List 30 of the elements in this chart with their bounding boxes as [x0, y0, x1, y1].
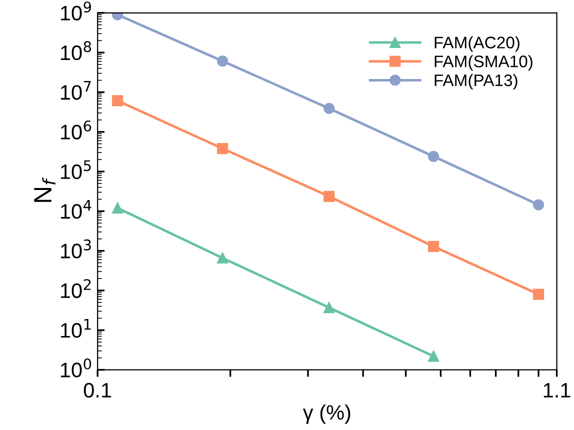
y-tick-label: 10$^{9}$: [60, 1, 92, 20]
y-tick-label: 10$^{6}$: [60, 120, 92, 140]
point: [216, 56, 228, 67]
legend-label: FAM(PA13): [434, 74, 518, 90]
y-tick-label: 10$^{2}$: [60, 279, 91, 298]
y-tick-label: 10$^{5}$: [60, 160, 91, 180]
point: [324, 302, 335, 314]
legend-label: FAM(AC20): [434, 36, 520, 52]
x-axis-title: γ (%): [302, 404, 350, 424]
point: [428, 350, 440, 362]
point: [532, 288, 544, 300]
y-tick-label: 10$^{4}$: [60, 200, 92, 219]
point: [112, 95, 124, 106]
point: [324, 190, 335, 202]
y-tick-label: 10$^{7}$: [60, 81, 91, 100]
point: [428, 150, 440, 162]
y-tick-label: 10$^{1}$: [60, 318, 91, 338]
y-tick-label: 10$^{8}$: [60, 41, 92, 60]
x-tick-label: 1.1: [544, 383, 570, 398]
point: [532, 199, 544, 210]
point: [324, 102, 335, 114]
legend-label: FAM(SMA10): [434, 55, 532, 71]
y-tick-label: 10$^{0}$: [60, 358, 92, 378]
y-axis-title: N$_{f}$: [34, 177, 56, 202]
point: [216, 142, 228, 154]
point: [428, 240, 440, 252]
point: [112, 202, 124, 214]
y-tick-label: 10$^{3}$: [60, 239, 91, 258]
point: [216, 252, 228, 264]
x-tick-label: 0.1: [84, 382, 112, 398]
